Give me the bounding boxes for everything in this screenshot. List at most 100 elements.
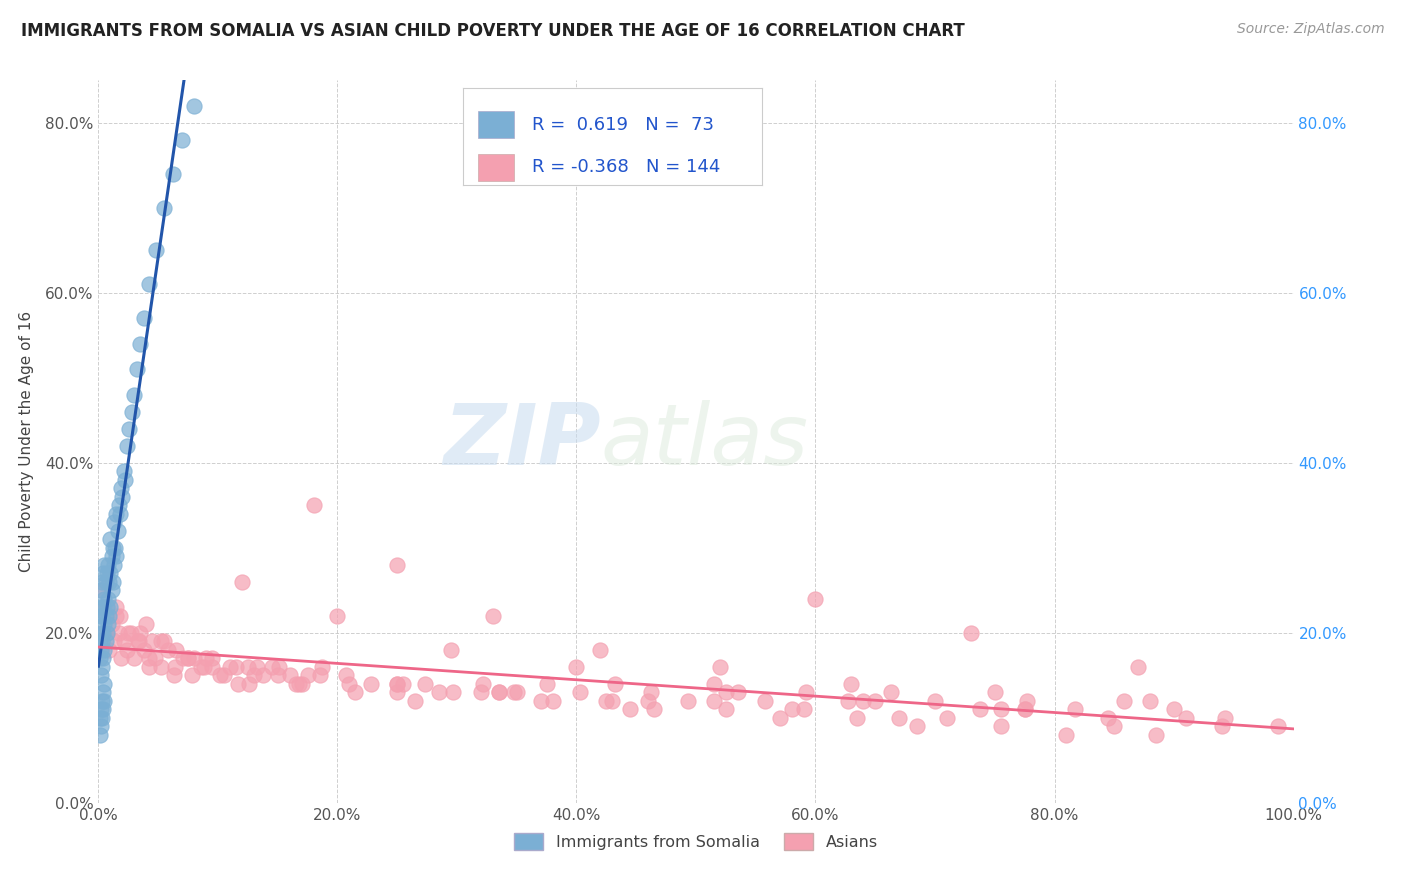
Point <box>703 677 725 691</box>
Point <box>440 642 463 657</box>
Point <box>172 133 194 147</box>
Point <box>640 685 662 699</box>
Point <box>90 600 112 615</box>
Point <box>335 668 357 682</box>
Point <box>404 694 426 708</box>
Point <box>98 642 121 657</box>
Point <box>162 167 184 181</box>
Point <box>93 677 115 691</box>
Point <box>1104 719 1126 733</box>
Point <box>846 711 869 725</box>
Point <box>156 642 179 657</box>
Point <box>1211 719 1233 733</box>
Point <box>115 642 138 657</box>
Point <box>98 608 121 623</box>
Point <box>132 642 155 657</box>
Legend: Immigrants from Somalia, Asians: Immigrants from Somalia, Asians <box>508 827 884 856</box>
Point <box>990 719 1012 733</box>
Point <box>105 507 128 521</box>
Point <box>165 642 187 657</box>
Point <box>936 711 959 725</box>
Point <box>470 685 492 699</box>
Point <box>96 625 118 640</box>
Text: IMMIGRANTS FROM SOMALIA VS ASIAN CHILD POVERTY UNDER THE AGE OF 16 CORRELATION C: IMMIGRANTS FROM SOMALIA VS ASIAN CHILD P… <box>21 22 965 40</box>
Point <box>93 642 115 657</box>
Point <box>1215 711 1237 725</box>
Point <box>129 336 152 351</box>
Point <box>183 99 205 113</box>
Point <box>91 600 114 615</box>
Point <box>260 660 283 674</box>
Point <box>90 702 112 716</box>
Point <box>125 362 148 376</box>
Point <box>153 201 176 215</box>
Point <box>114 473 136 487</box>
Point <box>619 702 641 716</box>
Point <box>90 719 112 733</box>
Point <box>112 634 135 648</box>
Point <box>472 677 495 691</box>
Point <box>107 498 129 512</box>
Point <box>89 608 111 623</box>
Point <box>804 591 827 606</box>
Point <box>193 660 215 674</box>
Point <box>91 694 114 708</box>
Point <box>91 634 114 648</box>
Point <box>231 574 253 589</box>
Point <box>90 583 112 598</box>
Point <box>201 651 224 665</box>
Point <box>427 685 450 699</box>
Point <box>984 685 1007 699</box>
Point <box>291 677 314 691</box>
Point <box>1267 719 1289 733</box>
Point <box>91 711 114 725</box>
Point <box>94 608 117 623</box>
Point <box>103 516 125 530</box>
Point <box>91 608 114 623</box>
Point <box>91 574 114 589</box>
Point <box>413 677 436 691</box>
Point <box>132 311 155 326</box>
Point <box>385 558 409 572</box>
Point <box>89 728 111 742</box>
Point <box>602 694 624 708</box>
Point <box>163 660 186 674</box>
Point <box>284 677 307 691</box>
Point <box>385 677 409 691</box>
Point <box>1063 702 1085 716</box>
Point <box>754 694 776 708</box>
Point <box>1175 711 1198 725</box>
Point <box>201 660 224 674</box>
Point <box>990 702 1012 716</box>
Point <box>703 694 725 708</box>
Point <box>183 651 205 665</box>
Point <box>105 608 128 623</box>
Point <box>105 549 128 564</box>
Point <box>107 524 129 538</box>
Point <box>93 694 115 708</box>
Point <box>288 677 311 691</box>
Point <box>565 660 588 674</box>
Point <box>100 583 122 598</box>
Point <box>506 685 529 699</box>
Point <box>177 651 200 665</box>
Point <box>267 660 290 674</box>
Point <box>89 711 111 725</box>
Point <box>101 541 124 555</box>
Point <box>91 651 114 665</box>
Point <box>1139 694 1161 708</box>
Point <box>180 668 202 682</box>
Point <box>1128 660 1150 674</box>
Point <box>530 694 553 708</box>
Point <box>267 668 290 682</box>
Point <box>889 711 911 725</box>
Point <box>89 651 111 665</box>
Point <box>138 277 160 292</box>
Point <box>278 668 301 682</box>
Point <box>905 719 928 733</box>
Point <box>90 668 112 682</box>
Point <box>138 660 160 674</box>
Point <box>643 702 665 716</box>
Point <box>243 668 266 682</box>
Point <box>97 558 120 572</box>
